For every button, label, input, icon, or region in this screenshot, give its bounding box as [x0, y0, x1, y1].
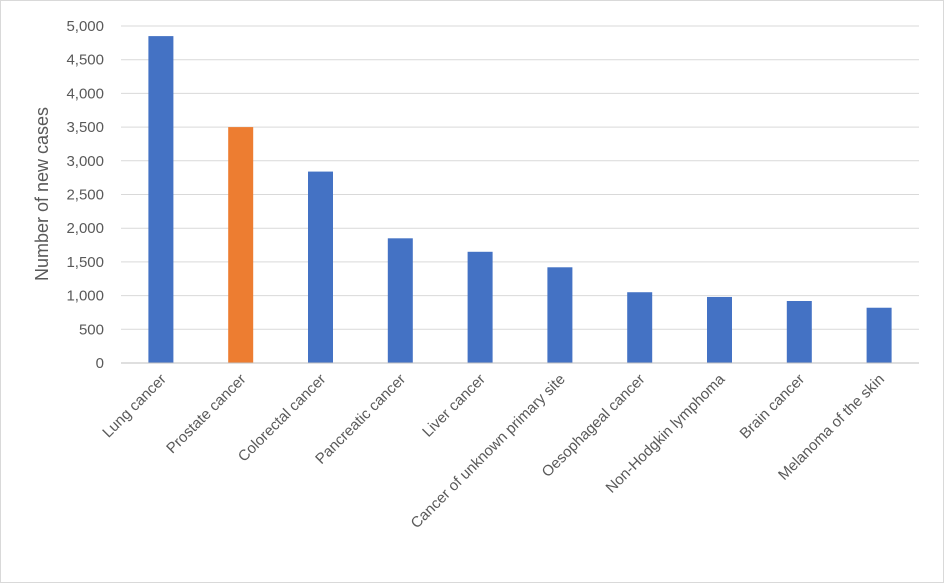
bar: [786, 300, 812, 363]
y-tick-label: 500: [79, 321, 104, 338]
x-tick-label: Liver cancer: [419, 371, 489, 441]
y-tick-label: 3,500: [66, 119, 104, 136]
bar: [308, 171, 333, 363]
x-tick-label: Brain cancer: [737, 371, 809, 443]
y-tick-label: 1,000: [66, 288, 104, 305]
y-tick-label: 2,000: [66, 220, 104, 237]
x-tick-label: Cancer of unknown primary site: [408, 371, 569, 532]
bar: [148, 36, 174, 364]
y-tick-label: 2,500: [66, 187, 104, 204]
bars: [148, 36, 892, 364]
bar: [228, 127, 254, 363]
x-tick-label: Lung cancer: [99, 371, 169, 441]
bar: [866, 307, 892, 363]
x-tick-label: Colorectal cancer: [235, 371, 330, 466]
y-tick-label: 4,500: [66, 52, 104, 69]
bar: [707, 296, 732, 363]
bar: [387, 238, 413, 363]
y-tick-label: 3,000: [66, 153, 104, 170]
x-tick-label: Prostate cancer: [163, 371, 249, 457]
bar: [467, 251, 493, 363]
y-tick-labels: 0 500 1,000 1,500 2,000 2,500 3,000 3,500 4,000 4…: [66, 18, 104, 372]
y-tick-label: 0: [96, 355, 104, 372]
bar: [627, 292, 653, 363]
gridlines: [121, 25, 919, 330]
y-tick-label: 4,000: [66, 85, 104, 102]
bar: [547, 267, 573, 363]
y-tick-label: 5,000: [66, 18, 104, 35]
y-axis-label: Number of new cases: [32, 107, 52, 281]
y-tick-label: 1,500: [66, 254, 104, 271]
